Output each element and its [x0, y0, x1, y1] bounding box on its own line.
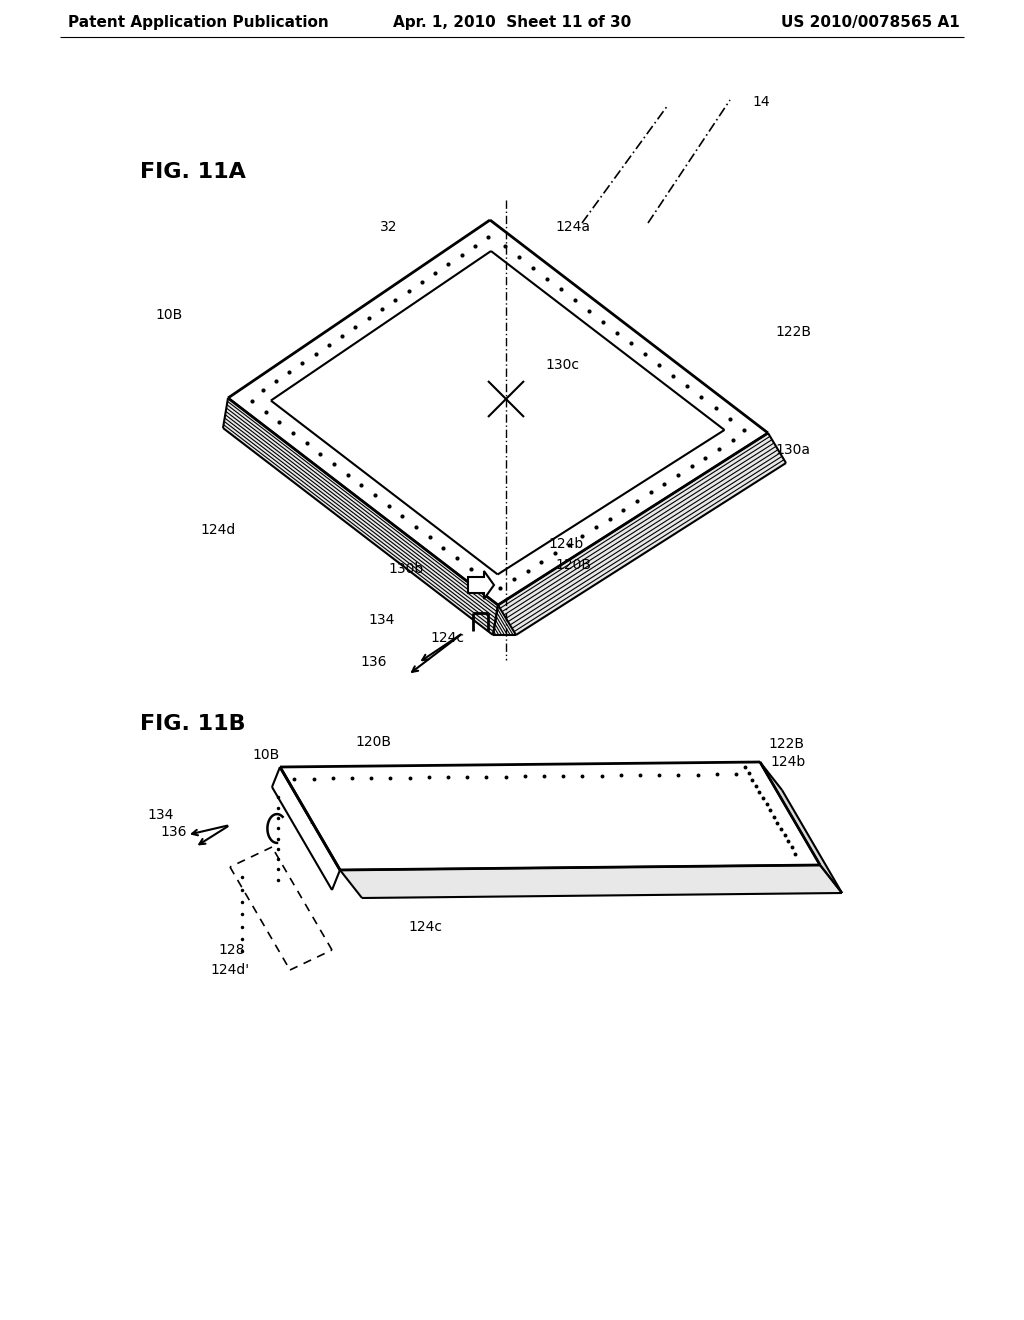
Text: 136: 136 [160, 825, 186, 840]
Text: 14: 14 [752, 95, 770, 110]
Text: 124c: 124c [408, 920, 442, 935]
Text: US 2010/0078565 A1: US 2010/0078565 A1 [781, 16, 961, 30]
Polygon shape [228, 220, 768, 605]
Text: Apr. 1, 2010  Sheet 11 of 30: Apr. 1, 2010 Sheet 11 of 30 [393, 16, 631, 30]
Text: 128: 128 [308, 813, 335, 828]
Polygon shape [498, 433, 786, 635]
Text: 122B: 122B [768, 737, 804, 751]
Text: 124d: 124d [200, 523, 236, 537]
Text: FIG. 11B: FIG. 11B [140, 714, 246, 734]
Text: FIG. 11A: FIG. 11A [140, 162, 246, 182]
Text: Patent Application Publication: Patent Application Publication [68, 16, 329, 30]
Text: 122B: 122B [775, 325, 811, 339]
Polygon shape [493, 605, 516, 635]
Text: 134: 134 [147, 808, 173, 822]
Text: 130b: 130b [388, 562, 423, 576]
Text: 124c: 124c [430, 631, 464, 645]
Text: 10B: 10B [252, 748, 280, 762]
Polygon shape [223, 399, 498, 635]
Text: 124b: 124b [548, 537, 584, 550]
Text: 130c: 130c [545, 358, 579, 372]
Text: 136: 136 [360, 655, 386, 669]
Text: 120B: 120B [555, 558, 591, 572]
Polygon shape [340, 865, 842, 898]
Text: 124a: 124a [555, 220, 590, 234]
Text: 128: 128 [218, 942, 245, 957]
Polygon shape [760, 762, 842, 894]
Polygon shape [468, 572, 494, 599]
Text: 124a: 124a [710, 876, 745, 890]
Text: 124b: 124b [770, 755, 805, 770]
Text: 124d': 124d' [210, 964, 249, 977]
Text: 32: 32 [380, 220, 397, 234]
Text: 124d: 124d [390, 836, 425, 849]
Text: 130a: 130a [775, 444, 810, 457]
Text: 134: 134 [368, 612, 394, 627]
Text: 10B: 10B [155, 308, 182, 322]
Text: 120B: 120B [355, 735, 391, 748]
Polygon shape [280, 762, 820, 870]
